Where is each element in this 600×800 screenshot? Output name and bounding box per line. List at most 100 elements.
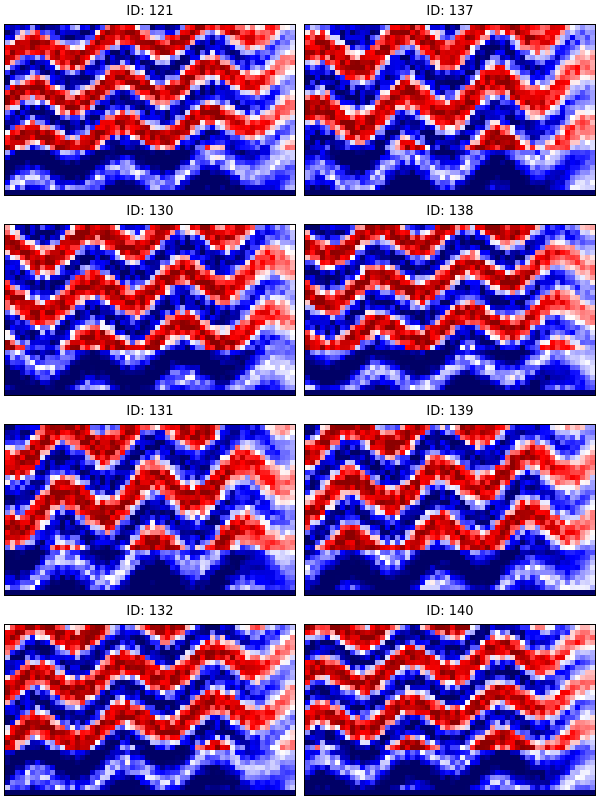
heatmap-cell: [65, 80, 70, 85]
heatmap-cell: [350, 75, 355, 80]
heatmap-cell: [520, 175, 525, 180]
heatmap-cell: [585, 110, 590, 115]
heatmap-cell: [155, 260, 160, 265]
heatmap-cell: [75, 245, 80, 250]
heatmap-cell: [270, 60, 275, 65]
heatmap-cell: [145, 275, 150, 280]
heatmap-cell: [370, 40, 375, 45]
heatmap-cell: [35, 225, 40, 230]
heatmap-cell: [15, 45, 20, 50]
heatmap-cell: [275, 150, 280, 155]
heatmap-cell: [570, 180, 575, 185]
heatmap-cell: [115, 180, 120, 185]
heatmap-cell: [65, 45, 70, 50]
heatmap-cell: [190, 105, 195, 110]
heatmap-cell: [495, 160, 500, 165]
heatmap-cell: [175, 290, 180, 295]
heatmap-cell: [70, 295, 75, 300]
heatmap-cell: [145, 170, 150, 175]
heatmap-cell: [155, 130, 160, 135]
heatmap-cell: [590, 160, 595, 165]
heatmap-cell: [425, 120, 430, 125]
heatmap-cell: [135, 135, 140, 140]
heatmap-cell: [235, 150, 240, 155]
heatmap-cell: [550, 165, 555, 170]
heatmap-cell: [135, 95, 140, 100]
heatmap-cell: [545, 110, 550, 115]
heatmap-cell: [490, 160, 495, 165]
heatmap-cell: [135, 100, 140, 105]
heatmap-cell: [85, 300, 90, 305]
heatmap-cell: [510, 100, 515, 105]
heatmap-cell: [440, 130, 445, 135]
heatmap-cell: [505, 170, 510, 175]
heatmap-cell: [390, 105, 395, 110]
heatmap-cell: [50, 50, 55, 55]
heatmap-cell: [130, 275, 135, 280]
heatmap-cell: [510, 85, 515, 90]
heatmap-cell: [320, 25, 325, 30]
heatmap-cell: [435, 175, 440, 180]
heatmap-cell: [55, 245, 60, 250]
heatmap-cell: [50, 25, 55, 30]
heatmap-cell: [70, 30, 75, 35]
heatmap-cell: [440, 125, 445, 130]
heatmap-cell: [50, 30, 55, 35]
heatmap-cell: [315, 175, 320, 180]
heatmap-cell: [515, 70, 520, 75]
heatmap-cell: [395, 105, 400, 110]
heatmap-cell: [55, 185, 60, 190]
heatmap-cell: [460, 40, 465, 45]
heatmap-cell: [160, 75, 165, 80]
heatmap-cell: [335, 120, 340, 125]
heatmap-cell: [105, 235, 110, 240]
heatmap-cell: [580, 190, 585, 195]
heatmap-cell: [585, 65, 590, 70]
heatmap-cell: [185, 90, 190, 95]
heatmap-cell: [185, 260, 190, 265]
heatmap-cell: [460, 140, 465, 145]
heatmap-cell: [425, 110, 430, 115]
heatmap-cell: [475, 135, 480, 140]
heatmap-cell: [110, 265, 115, 270]
heatmap-cell: [185, 190, 190, 195]
heatmap-cell: [95, 40, 100, 45]
heatmap-cell: [420, 170, 425, 175]
heatmap-cell: [90, 245, 95, 250]
heatmap-cell: [95, 110, 100, 115]
heatmap-cell: [270, 250, 275, 255]
heatmap-cell: [65, 175, 70, 180]
heatmap-cell: [275, 170, 280, 175]
heatmap-cell: [110, 255, 115, 260]
heatmap-cell: [115, 245, 120, 250]
heatmap-cell: [120, 155, 125, 160]
heatmap-cell: [130, 45, 135, 50]
heatmap-cell: [510, 50, 515, 55]
heatmap-cell: [5, 45, 10, 50]
heatmap-cell: [20, 240, 25, 245]
heatmap-cell: [155, 50, 160, 55]
heatmap-cell: [190, 150, 195, 155]
heatmap-cell: [25, 55, 30, 60]
heatmap-cell: [525, 60, 530, 65]
heatmap-cell: [570, 190, 575, 195]
heatmap-cell: [325, 180, 330, 185]
heatmap-cell: [360, 65, 365, 70]
heatmap-cell: [195, 95, 200, 100]
heatmap-cell: [65, 235, 70, 240]
heatmap-cell: [40, 25, 45, 30]
heatmap-cell: [495, 30, 500, 35]
heatmap-cell: [5, 255, 10, 260]
heatmap-cell: [115, 305, 120, 310]
heatmap-cell: [125, 75, 130, 80]
heatmap-cell: [35, 245, 40, 250]
heatmap-cell: [115, 165, 120, 170]
heatmap-cell: [380, 190, 385, 195]
heatmap-cell: [290, 255, 295, 260]
heatmap-cell: [240, 120, 245, 125]
heatmap-cell: [5, 140, 10, 145]
heatmap-cell: [75, 145, 80, 150]
heatmap-cell: [175, 280, 180, 285]
heatmap-cell: [55, 170, 60, 175]
heatmap-cell: [425, 150, 430, 155]
